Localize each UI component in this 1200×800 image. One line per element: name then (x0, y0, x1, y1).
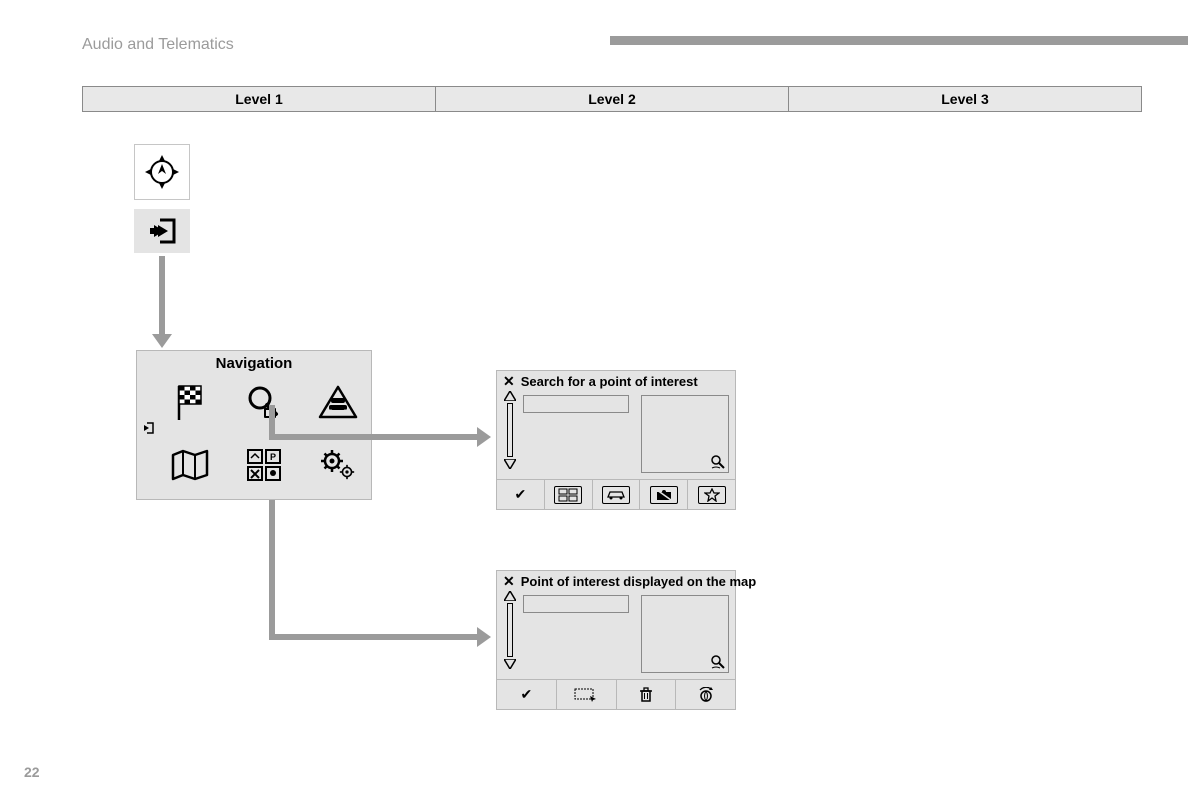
star-icon (704, 488, 720, 502)
search-field[interactable] (523, 395, 629, 413)
search-poi-icon (246, 384, 282, 422)
enter-icon (146, 217, 178, 245)
favorite-poi-button[interactable] (688, 480, 735, 509)
map-search-icon (710, 454, 726, 470)
search-field[interactable] (523, 595, 629, 613)
map-search-icon (710, 654, 726, 670)
delete-button[interactable] (617, 680, 677, 709)
poi-grid-icon: P (246, 448, 282, 482)
all-poi-button[interactable] (545, 480, 593, 509)
settings-button[interactable] (315, 441, 361, 489)
search-poi-button[interactable] (241, 379, 287, 427)
level-header-table: Level 1 Level 2 Level 3 (82, 86, 1142, 112)
poi-search-buttons: ✔ (497, 479, 735, 509)
page-number: 22 (24, 764, 40, 780)
select-area-button[interactable] (557, 680, 617, 709)
globe-refresh-icon (697, 687, 715, 703)
trash-icon (639, 687, 653, 703)
scroll-down-icon (504, 459, 516, 469)
gears-icon (319, 448, 357, 482)
navigation-panel: Navigation (136, 350, 372, 500)
traffic-button[interactable] (315, 379, 361, 427)
scroll-down-icon (504, 659, 516, 669)
flow-arrow-right-2b (269, 634, 479, 640)
level1-header: Level 1 (83, 87, 436, 111)
map-preview (641, 395, 729, 473)
section-title: Audio and Telematics (82, 36, 234, 54)
poi-search-title: Search for a point of interest (521, 374, 698, 389)
scroll-up-icon (504, 591, 516, 601)
destination-flag-button[interactable] (167, 379, 213, 427)
compass-button[interactable] (134, 144, 190, 200)
close-icon[interactable]: ✕ (503, 573, 515, 589)
poi-categories-button[interactable]: P (241, 441, 287, 489)
poi-map-panel: ✕Point of interest displayed on the map … (496, 570, 736, 710)
scroll-control[interactable] (503, 591, 517, 669)
confirm-button[interactable]: ✔ (497, 680, 557, 709)
poi-search-header: ✕ Search for a point of interest (503, 373, 729, 390)
flow-arrow-down (159, 256, 165, 336)
poi-map-header: ✕Point of interest displayed on the map (503, 573, 729, 590)
flow-arrow-right-2a (269, 500, 275, 640)
navigation-title: Navigation (137, 355, 371, 372)
map-fold-icon (171, 449, 209, 481)
check-icon: ✔ (515, 486, 527, 503)
car-poi-button[interactable] (593, 480, 641, 509)
svg-text:P: P (270, 452, 276, 462)
checkered-flag-icon (173, 384, 207, 422)
header-bar (610, 36, 1188, 45)
poi-map-title: Point of interest displayed on the map (521, 574, 756, 589)
car-icon (605, 489, 627, 501)
close-icon[interactable]: ✕ (503, 373, 515, 389)
poi-map-buttons: ✔ (497, 679, 735, 709)
restaurant-poi-button[interactable] (640, 480, 688, 509)
refresh-button[interactable] (676, 680, 735, 709)
compass-icon (142, 152, 182, 192)
scroll-track (507, 403, 513, 457)
scroll-track (507, 603, 513, 657)
scroll-up-icon (504, 391, 516, 401)
traffic-triangle-icon (318, 385, 358, 421)
flow-arrow-right-1a (269, 405, 275, 437)
poi-search-panel: ✕ Search for a point of interest ✔ (496, 370, 736, 510)
level2-header: Level 2 (436, 87, 789, 111)
enter-menu-button[interactable] (134, 209, 190, 253)
flow-arrow-right-1b (269, 434, 479, 440)
level3-header: Level 3 (789, 87, 1141, 111)
back-icon[interactable] (141, 421, 155, 435)
scroll-control[interactable] (503, 391, 517, 469)
check-icon: ✔ (521, 686, 533, 703)
map-button[interactable] (167, 441, 213, 489)
map-preview (641, 595, 729, 673)
restaurant-icon (655, 488, 673, 502)
confirm-button[interactable]: ✔ (497, 480, 545, 509)
select-rect-icon (574, 688, 598, 702)
poi-grid-small-icon (558, 488, 578, 502)
